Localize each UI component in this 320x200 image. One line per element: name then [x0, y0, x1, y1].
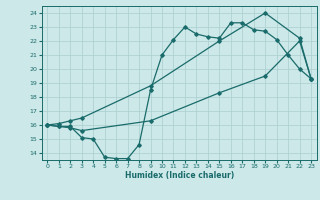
X-axis label: Humidex (Indice chaleur): Humidex (Indice chaleur) — [124, 171, 234, 180]
